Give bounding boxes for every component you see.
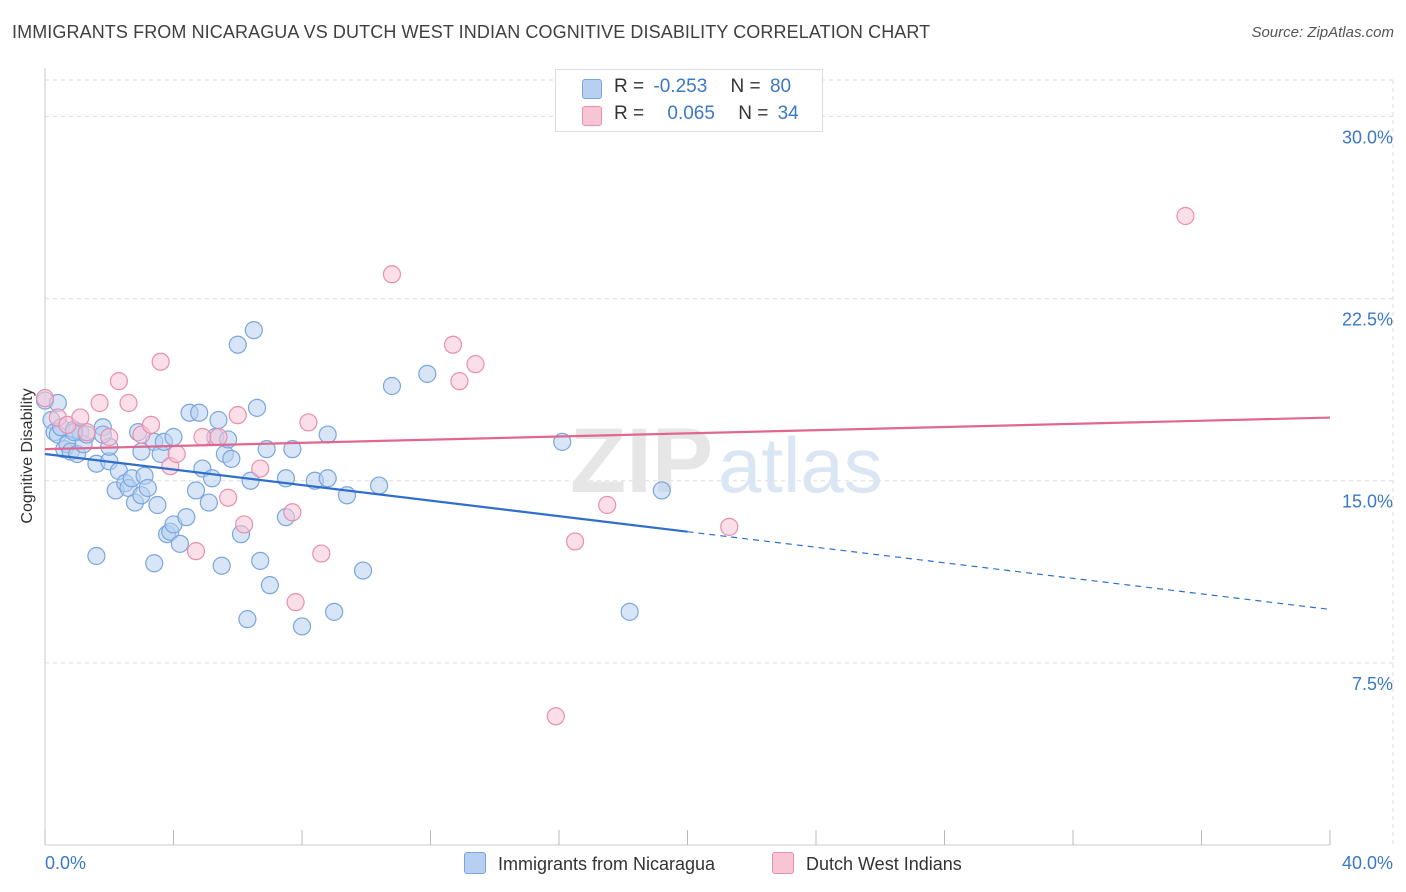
nicaragua-point [318, 425, 337, 444]
nicaragua-point [164, 427, 183, 447]
dutch-west-indian-point [167, 444, 186, 464]
dutch-west-indian-point [186, 542, 206, 561]
dutch-west-indian-point [151, 352, 170, 371]
dutch-west-indian-point [109, 372, 128, 391]
dutch-west-indian-point [228, 406, 247, 425]
n-label: N = [738, 103, 769, 124]
dutch-west-indian-point [235, 515, 254, 534]
data-points [35, 206, 1195, 726]
nicaragua-point [325, 602, 344, 621]
dutch-west-indian-point [720, 517, 739, 536]
dutch-west-indian-point [35, 389, 55, 408]
nicaragua-point [318, 469, 337, 488]
dutch-west-indian-point [100, 427, 119, 447]
tick-labels: 7.5% 15.0% 22.5% 30.0% 0.0% 40.0% [45, 127, 1393, 873]
dutch-west-indian-point [209, 427, 228, 447]
dutch-west-indian-point [565, 532, 585, 551]
dutch-west-indian-trend-line [44, 416, 1331, 451]
nicaragua-point [145, 554, 164, 573]
x-tick-label: 40.0% [1342, 853, 1393, 873]
dutch-west-indian-point [251, 459, 270, 478]
y-tick-label: 30.0% [1342, 127, 1393, 147]
dutch-west-indian-point [598, 495, 617, 515]
y-tick-label: 22.5% [1342, 310, 1393, 330]
r-value: -0.253 [653, 76, 708, 97]
legend-swatch-pink [772, 852, 794, 874]
stats-legend: R = -0.253 N = 80 R = 0.065 N = 34 [555, 69, 823, 132]
nicaragua-point [148, 495, 167, 515]
nicaragua-point [370, 476, 389, 495]
dutch-west-indian-point [193, 427, 212, 447]
dutch-west-indian-point [466, 355, 485, 374]
axes [44, 68, 1331, 846]
legend-label: Immigrants from Nicaragua [498, 854, 716, 874]
nicaragua-point [190, 403, 209, 422]
dutch-west-indian-point [219, 488, 238, 507]
nicaragua-point [251, 551, 270, 570]
nicaragua-point [353, 561, 373, 580]
nicaragua-point [138, 478, 157, 498]
dutch-west-indian-point [312, 544, 331, 563]
nicaragua-point [283, 440, 302, 459]
nicaragua-trend-line [44, 452, 688, 533]
dutch-west-indian-point [382, 265, 402, 284]
dutch-west-indian-point [90, 393, 109, 413]
nicaragua-trend-extension [687, 531, 1331, 611]
dutch-west-indian-point [77, 423, 96, 442]
y-tick-label: 15.0% [1342, 492, 1393, 512]
nicaragua-point [222, 449, 241, 468]
legend-item-nicaragua: Immigrants from Nicaragua [464, 852, 715, 875]
nicaragua-point [238, 610, 257, 629]
dutch-west-indian-point [141, 415, 161, 434]
nicaragua-point [177, 508, 196, 527]
dutch-west-indian-point [286, 593, 305, 612]
r-value: 0.065 [667, 103, 715, 124]
nicaragua-point [260, 576, 279, 595]
n-value: 80 [769, 76, 792, 97]
dutch-west-indian-point [450, 372, 469, 391]
y-tick-label: 7.5% [1352, 674, 1393, 694]
nicaragua-point [87, 546, 106, 566]
chart-title: IMMIGRANTS FROM NICARAGUA VS DUTCH WEST … [12, 22, 931, 42]
dutch-west-indian-point [546, 707, 565, 726]
legend-label: Dutch West Indians [806, 854, 962, 874]
r-label: R = [614, 76, 645, 97]
n-value: 34 [777, 103, 799, 124]
nicaragua-point [212, 556, 231, 575]
dutch-west-indian-point [283, 503, 302, 522]
nicaragua-point [247, 398, 267, 417]
source-label: Source: ZipAtlas.com [1251, 24, 1394, 41]
nicaragua-point [418, 364, 437, 383]
dutch-west-indian-point [1176, 206, 1195, 226]
watermark-atlas: atlas [718, 421, 883, 509]
nicaragua-point [170, 534, 190, 553]
nicaragua-point [244, 321, 263, 340]
n-label: N = [730, 76, 761, 97]
dutch-west-indian-point [443, 335, 463, 354]
r-label: R = [614, 103, 645, 124]
nicaragua-point [382, 376, 402, 396]
dutch-west-indian-point [119, 393, 138, 413]
trend-lines [44, 416, 1331, 611]
legend-item-dutch-west-indians: Dutch West Indians [772, 852, 962, 875]
nicaragua-point [652, 481, 671, 500]
watermark-zip: ZIP [570, 410, 713, 512]
nicaragua-point [228, 335, 247, 354]
x-tick-label: 0.0% [45, 853, 86, 873]
nicaragua-point [209, 410, 228, 430]
legend-swatch-blue [464, 852, 486, 874]
legend-swatch-pink [582, 106, 602, 126]
legend-swatch-blue [582, 79, 602, 99]
nicaragua-point [620, 602, 639, 621]
nicaragua-point [199, 493, 218, 512]
nicaragua-point [292, 617, 312, 636]
dutch-west-indian-point [299, 413, 318, 432]
nicaragua-point [186, 481, 206, 500]
nicaragua-point [202, 469, 222, 488]
